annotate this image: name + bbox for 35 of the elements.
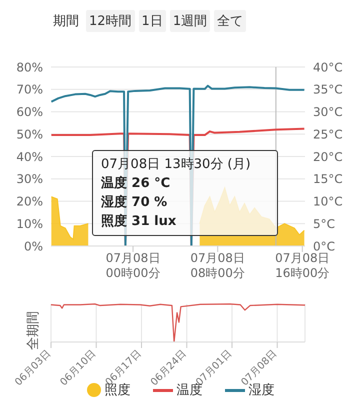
y-tick-label: 10% [16, 216, 43, 231]
annotation: 07月08日 13時30分 (月) [101, 156, 252, 174]
y-tick-label: 70% [16, 82, 43, 97]
text: 全て [214, 10, 246, 32]
y-tick-label: 50% [16, 127, 43, 142]
legend-label: 照度 [104, 383, 130, 398]
annotation: 照度 31 lux [101, 212, 178, 231]
annotation: 湿度 70 % [101, 194, 168, 212]
x-tick-label: 06月03日 [13, 348, 54, 388]
x-tick-label: 06月10日 [58, 348, 98, 388]
y2-tick-label: 40°C [313, 60, 343, 74]
y-tick-label: 80% [16, 60, 43, 74]
y2-tick-label: 35°C [313, 82, 343, 97]
y2-tick-label: 10°C [313, 194, 343, 209]
y2-tick-label: 15°C [313, 172, 343, 186]
legend-label: 湿度 [248, 383, 274, 398]
y-tick-label: 40% [16, 150, 43, 164]
y-axis-title: 全期間 [25, 311, 41, 350]
y2-tick-label: 25°C [313, 127, 343, 142]
y2-tick-label: 20°C [313, 150, 343, 164]
x-tick-label: 07月08日 00時00分 [106, 251, 160, 280]
x-tick-label: 07月08日 16時00分 [275, 251, 330, 280]
y2-tick-label: 5°C [313, 216, 336, 231]
text: 期間 [52, 13, 80, 31]
y-tick-label: 30% [16, 172, 43, 186]
y2-tick-label: 30°C [313, 105, 343, 120]
x-tick-label: 07月08日 08時00分 [190, 251, 245, 280]
annotation: 温度 26 °C [101, 174, 172, 193]
y-tick-label: 60% [16, 105, 43, 120]
y-tick-label: 20% [16, 194, 43, 209]
y2-tick-label: 0°C [313, 239, 336, 254]
text: 1週間 [170, 10, 210, 32]
text: 1日 [138, 10, 166, 32]
y-tick-label: 0% [24, 239, 43, 254]
text: 12時間 [86, 10, 135, 32]
